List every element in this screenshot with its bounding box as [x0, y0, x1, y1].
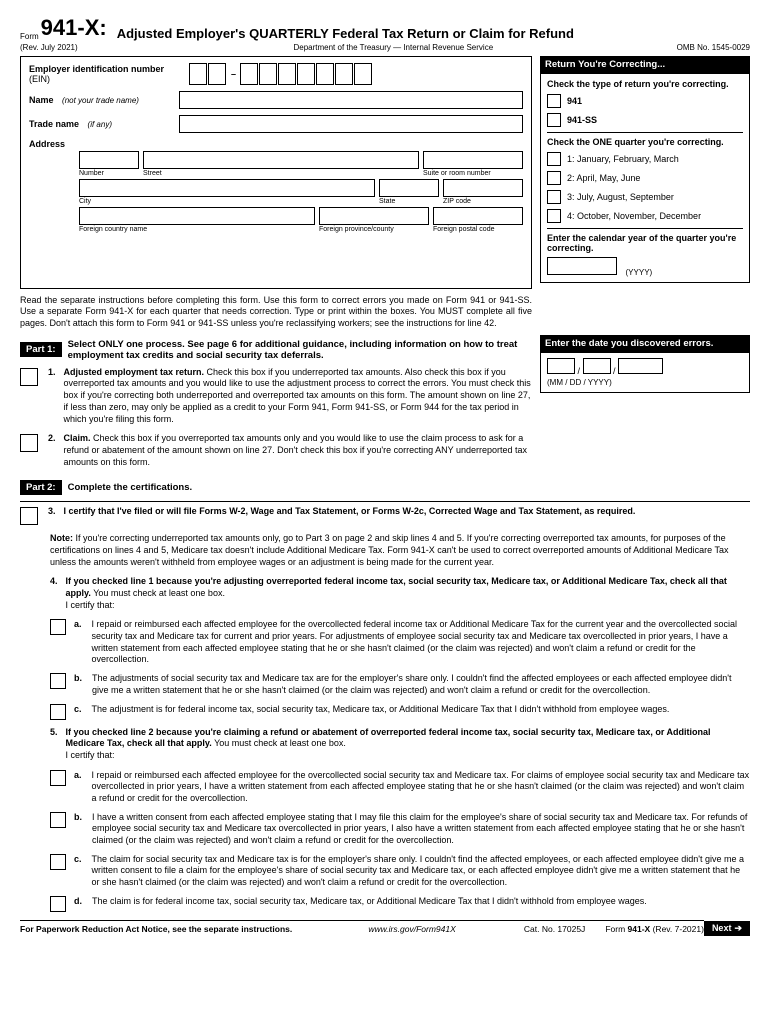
- ein-box-7[interactable]: [316, 63, 334, 85]
- trade-sub: (if any): [88, 120, 112, 129]
- check-5b[interactable]: [50, 812, 66, 828]
- check-q1[interactable]: [547, 152, 561, 166]
- addr-number-input[interactable]: [79, 151, 139, 169]
- correcting-box: Check the type of return you're correcti…: [540, 73, 750, 283]
- ein-box-9[interactable]: [354, 63, 372, 85]
- addr-zip-input[interactable]: [443, 179, 523, 197]
- check-5a[interactable]: [50, 770, 66, 786]
- ein-box-1[interactable]: [189, 63, 207, 85]
- part1-tag: Part 1:: [20, 342, 62, 357]
- date-dd[interactable]: [583, 358, 611, 374]
- correcting-title: Return You're Correcting...: [540, 56, 750, 73]
- date-mm[interactable]: [547, 358, 575, 374]
- addr-state-input[interactable]: [379, 179, 439, 197]
- name-label: Name: [29, 95, 54, 105]
- address-label: Address: [29, 139, 65, 149]
- trade-input[interactable]: [179, 115, 523, 133]
- check-q3[interactable]: [547, 190, 561, 204]
- ein-box-8[interactable]: [335, 63, 353, 85]
- addr-city-input[interactable]: [79, 179, 375, 197]
- check-item3[interactable]: [20, 507, 38, 525]
- part2-title: Complete the certifications.: [68, 482, 750, 493]
- instructions-text: Read the separate instructions before co…: [20, 295, 532, 329]
- name-sub: (not your trade name): [62, 96, 139, 105]
- addr-fprov-input[interactable]: [319, 207, 429, 225]
- check-4b[interactable]: [50, 673, 66, 689]
- check-5d[interactable]: [50, 896, 66, 912]
- addr-suite-input[interactable]: [423, 151, 523, 169]
- addr-street-input[interactable]: [143, 151, 419, 169]
- form-prefix: Form: [20, 32, 39, 41]
- form-number: 941-X:: [41, 15, 107, 41]
- arrow-icon: ➔: [734, 923, 742, 934]
- form-header: Form 941-X: Adjusted Employer's QUARTERL…: [20, 15, 750, 41]
- ein-abbr: (EIN): [29, 74, 50, 84]
- discover-box: / / (MM / DD / YYYY): [540, 352, 750, 393]
- ein-box-3[interactable]: [240, 63, 258, 85]
- form-subheader: (Rev. July 2021) Department of the Treas…: [20, 43, 750, 52]
- check-941[interactable]: [547, 94, 561, 108]
- employer-info-box: Employer identification number (EIN) – N…: [20, 56, 532, 289]
- check-item2[interactable]: [20, 434, 38, 452]
- revision: (Rev. July 2021): [20, 43, 110, 52]
- ein-box-2[interactable]: [208, 63, 226, 85]
- addr-fpostal-input[interactable]: [433, 207, 523, 225]
- next-button[interactable]: Next➔: [704, 921, 750, 936]
- department: Department of the Treasury — Internal Re…: [110, 43, 677, 52]
- check-item1[interactable]: [20, 368, 38, 386]
- omb-number: OMB No. 1545-0029: [677, 43, 750, 52]
- part2-tag: Part 2:: [20, 480, 62, 495]
- ein-label: Employer identification number: [29, 64, 164, 74]
- ein-box-4[interactable]: [259, 63, 277, 85]
- discover-title: Enter the date you discovered errors.: [540, 335, 750, 352]
- page-footer: For Paperwork Reduction Act Notice, see …: [20, 920, 704, 934]
- part1-title: Select ONLY one process. See page 6 for …: [68, 339, 532, 361]
- name-input[interactable]: [179, 91, 523, 109]
- addr-fcountry-input[interactable]: [79, 207, 315, 225]
- ein-box-5[interactable]: [278, 63, 296, 85]
- date-yyyy[interactable]: [618, 358, 663, 374]
- form-title: Adjusted Employer's QUARTERLY Federal Ta…: [117, 26, 750, 41]
- check-q2[interactable]: [547, 171, 561, 185]
- trade-label: Trade name: [29, 119, 79, 129]
- check-q4[interactable]: [547, 209, 561, 223]
- check-4c[interactable]: [50, 704, 66, 720]
- year-input[interactable]: [547, 257, 617, 275]
- ein-box-6[interactable]: [297, 63, 315, 85]
- check-941ss[interactable]: [547, 113, 561, 127]
- check-4a[interactable]: [50, 619, 66, 635]
- check-5c[interactable]: [50, 854, 66, 870]
